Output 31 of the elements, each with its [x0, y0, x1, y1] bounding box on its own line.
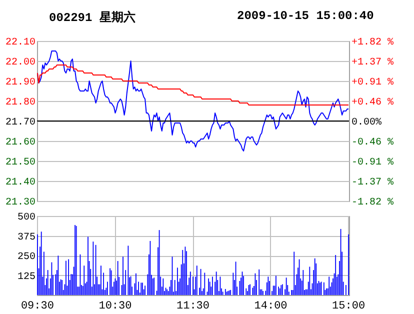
- y-tick-label: 21.90: [5, 78, 36, 88]
- y-tick-label: 22.00: [5, 58, 36, 68]
- y2-tick-label: 0.00%: [352, 118, 382, 128]
- x-tick-label: 14:00: [254, 300, 288, 312]
- line-series: [36, 50, 350, 152]
- y2-tick-label: -1.82 %: [352, 198, 394, 208]
- y-tick-label: 125: [17, 272, 36, 283]
- y-tick-label: 250: [17, 252, 36, 263]
- x-tick-label: 15:00: [332, 300, 366, 312]
- y2-tick-label: +1.37 %: [352, 57, 394, 68]
- chart-title: 002291 星期六: [49, 10, 136, 26]
- y-tick-label: 21.50: [5, 158, 36, 168]
- y-tick-label: 21.70: [5, 118, 36, 128]
- y2-tick-label: +0.91 %: [352, 78, 394, 88]
- y2-tick-label: -0.46 %: [352, 138, 394, 149]
- line-series: [36, 64, 350, 106]
- y-tick-label: 21.30: [5, 198, 36, 208]
- x-tick-label: 11:30: [176, 300, 210, 312]
- y-tick-label: 22.10: [5, 38, 36, 48]
- y-tick-label: 21.40: [5, 178, 36, 188]
- y2-tick-label: +1.82 %: [352, 38, 394, 48]
- y-tick-label: 375: [17, 232, 36, 244]
- y2-tick-label: -1.37 %: [352, 178, 394, 189]
- y-tick-label: 500: [17, 212, 36, 224]
- y-tick-label: 21.80: [5, 98, 36, 108]
- y2-tick-label: -0.91 %: [352, 158, 394, 168]
- x-tick-label: 10:30: [98, 300, 132, 312]
- y-tick-label: 21.60: [5, 138, 36, 148]
- text: 2009-10-15 15:00:40: [237, 9, 374, 23]
- y2-tick-label: +0.46 %: [352, 97, 394, 108]
- x-tick-label: 09:30: [20, 300, 54, 312]
